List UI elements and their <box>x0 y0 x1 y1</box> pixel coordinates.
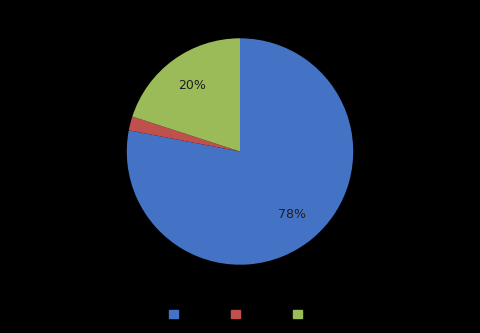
Wedge shape <box>132 38 240 152</box>
Text: 78%: 78% <box>278 208 306 221</box>
Legend: , , : , , <box>165 305 315 324</box>
Wedge shape <box>129 117 240 152</box>
Wedge shape <box>127 38 353 265</box>
Text: 20%: 20% <box>178 79 206 92</box>
